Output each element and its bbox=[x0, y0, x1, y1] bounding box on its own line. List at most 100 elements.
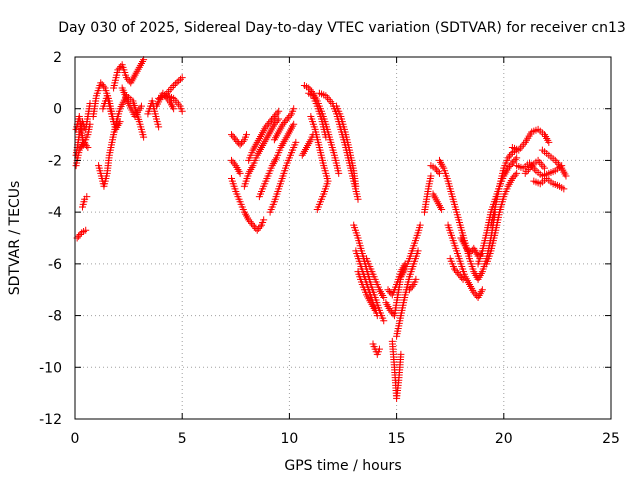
data-point bbox=[263, 121, 271, 129]
data-point bbox=[510, 157, 518, 165]
data-point bbox=[230, 134, 238, 142]
data-point bbox=[507, 150, 515, 158]
data-point bbox=[266, 118, 274, 126]
data-point bbox=[380, 317, 388, 325]
data-point bbox=[239, 137, 247, 145]
data-point bbox=[518, 142, 526, 150]
data-point bbox=[536, 158, 544, 166]
y-tick-label: -8 bbox=[48, 309, 62, 325]
data-point bbox=[325, 96, 333, 104]
data-point bbox=[122, 74, 130, 82]
data-point bbox=[375, 345, 383, 353]
data-point bbox=[114, 66, 122, 74]
data-point bbox=[115, 64, 123, 72]
data-point bbox=[433, 166, 441, 174]
plot-frame bbox=[74, 56, 612, 420]
data-point bbox=[562, 172, 570, 180]
data-point bbox=[176, 75, 184, 83]
data-point bbox=[232, 136, 240, 144]
data-point bbox=[506, 152, 514, 160]
data-point bbox=[178, 107, 186, 115]
data-point bbox=[455, 270, 463, 278]
data-point bbox=[541, 164, 549, 172]
data-point bbox=[513, 154, 521, 162]
data-point bbox=[170, 81, 178, 89]
data-point bbox=[243, 131, 251, 139]
data-point bbox=[86, 120, 94, 128]
data-point bbox=[470, 288, 478, 296]
y-tick-label: 2 bbox=[53, 50, 62, 66]
data-point bbox=[229, 158, 237, 166]
data-point bbox=[236, 141, 244, 149]
y-axis-tick-labels: -12 -10 -8 -6 -4 -2 0 2 bbox=[39, 50, 62, 428]
data-point bbox=[452, 267, 460, 275]
data-point bbox=[523, 167, 531, 175]
data-point bbox=[354, 195, 362, 203]
data-point bbox=[511, 156, 519, 164]
data-point bbox=[384, 286, 392, 294]
data-point bbox=[100, 82, 108, 90]
data-point bbox=[173, 78, 181, 86]
data-point bbox=[453, 268, 461, 276]
data-point bbox=[279, 120, 287, 128]
data-point bbox=[516, 144, 524, 152]
data-point bbox=[508, 159, 516, 167]
data-point bbox=[465, 250, 473, 258]
data-point bbox=[438, 206, 446, 214]
data-point bbox=[504, 154, 512, 162]
data-point bbox=[230, 160, 238, 168]
y-tick-label: -2 bbox=[48, 153, 62, 169]
data-point bbox=[405, 286, 413, 294]
data-point bbox=[260, 216, 268, 224]
data-point bbox=[539, 162, 547, 170]
data-point bbox=[371, 306, 379, 314]
data-point bbox=[397, 350, 405, 358]
data-point bbox=[286, 112, 294, 120]
data-point bbox=[256, 223, 264, 231]
data-point bbox=[513, 169, 521, 177]
data-point bbox=[407, 284, 415, 292]
data-point bbox=[272, 111, 280, 119]
data-point bbox=[249, 221, 257, 229]
x-tick-label: 25 bbox=[602, 431, 620, 447]
data-point bbox=[506, 162, 514, 170]
data-point bbox=[280, 119, 288, 127]
data-point bbox=[246, 218, 254, 226]
data-point bbox=[82, 142, 90, 150]
axis-ticks bbox=[74, 56, 612, 420]
y-tick-label: -12 bbox=[39, 412, 62, 428]
data-point bbox=[510, 173, 518, 181]
data-point bbox=[137, 102, 145, 110]
data-point bbox=[97, 79, 105, 87]
data-point bbox=[275, 115, 283, 123]
data-point bbox=[308, 87, 316, 95]
data-point bbox=[508, 175, 516, 183]
data-point bbox=[272, 119, 280, 127]
y-tick-label: 0 bbox=[53, 102, 62, 118]
data-point bbox=[248, 219, 256, 227]
data-point bbox=[228, 156, 236, 164]
data-point bbox=[269, 114, 277, 122]
data-point bbox=[416, 221, 424, 229]
data-point bbox=[175, 77, 183, 85]
y-tick-label: -10 bbox=[39, 360, 62, 376]
data-point bbox=[435, 169, 443, 177]
x-axis-title: GPS time / hours bbox=[284, 458, 401, 474]
data-point bbox=[80, 138, 88, 146]
data-point bbox=[155, 123, 163, 131]
data-point bbox=[290, 105, 298, 113]
data-point bbox=[283, 115, 291, 123]
data-point bbox=[75, 232, 83, 240]
data-point bbox=[273, 117, 281, 125]
data-point bbox=[456, 272, 464, 280]
data-point bbox=[292, 138, 300, 146]
data-point bbox=[458, 274, 466, 282]
data-point bbox=[478, 286, 486, 294]
data-point bbox=[98, 81, 106, 89]
y-axis-title: SDTVAR / TECUs bbox=[7, 181, 23, 296]
data-point bbox=[507, 161, 515, 169]
data-point bbox=[275, 107, 283, 115]
y-tick-label: -6 bbox=[48, 257, 62, 273]
data-point bbox=[431, 164, 439, 172]
